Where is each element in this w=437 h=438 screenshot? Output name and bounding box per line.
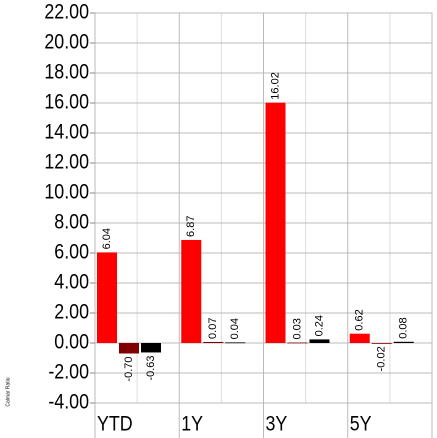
bar xyxy=(203,341,224,343)
value-label: 0.07 xyxy=(207,318,219,339)
bar xyxy=(265,102,286,343)
y-tick-label: 16.00 xyxy=(44,90,89,114)
y-axis-label: Calmar Ratio xyxy=(5,377,11,406)
y-tick-label: -2.00 xyxy=(48,360,89,384)
y-tick-label: 2.00 xyxy=(54,300,89,324)
bar xyxy=(287,342,308,344)
value-label: 6.04 xyxy=(101,228,113,249)
bar xyxy=(225,342,246,344)
value-label: 0.03 xyxy=(291,318,303,339)
y-tick-label: 8.00 xyxy=(54,210,89,234)
value-label: 0.24 xyxy=(313,315,325,336)
bar xyxy=(141,343,161,353)
x-tick-label: 1Y xyxy=(181,412,203,436)
bar xyxy=(119,343,139,354)
y-tick-label: 22.00 xyxy=(44,0,89,24)
y-tick-label: 10.00 xyxy=(44,180,89,204)
y-tick-label: 20.00 xyxy=(44,30,89,54)
y-tick-label: 4.00 xyxy=(54,270,89,294)
value-label: 0.08 xyxy=(398,317,410,338)
value-label: 0.62 xyxy=(354,309,366,330)
bar xyxy=(371,343,392,344)
y-tick-label: 14.00 xyxy=(44,120,89,144)
y-tick-label: 18.00 xyxy=(44,60,89,84)
y-tick-label: 12.00 xyxy=(44,150,89,174)
value-label: -0.70 xyxy=(123,357,135,382)
x-tick-label: 5Y xyxy=(350,412,372,436)
value-label: 6.87 xyxy=(185,216,197,237)
value-label: 16.02 xyxy=(269,72,281,100)
value-label: 0.04 xyxy=(229,318,241,339)
bar xyxy=(349,333,370,343)
y-tick-label: 6.00 xyxy=(54,240,89,264)
value-label: -0.02 xyxy=(376,346,388,371)
bar xyxy=(309,339,330,343)
y-tick-label: -4.00 xyxy=(48,390,89,414)
bar xyxy=(181,239,202,343)
value-label: -0.63 xyxy=(145,355,157,380)
y-tick-label: 0.00 xyxy=(54,330,89,354)
bar xyxy=(393,341,414,343)
x-tick-label: 3Y xyxy=(266,412,288,436)
bar xyxy=(97,252,117,343)
x-tick-label: YTD xyxy=(97,412,133,436)
